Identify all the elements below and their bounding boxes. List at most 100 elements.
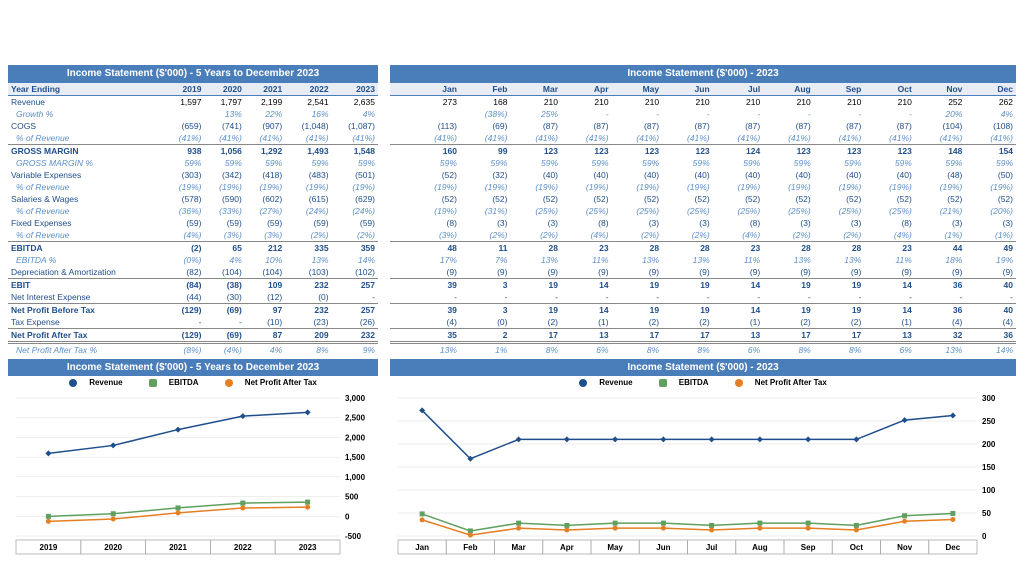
col-header: Apr [561,83,612,96]
table-row: GROSS MARGIN %59%59%59%59%59% [8,157,378,169]
col-header: 2021 [245,83,285,96]
svg-text:Jul: Jul [706,543,718,552]
table-row: % of Revenue(36%)(33%)(27%)(24%)(24%) [8,205,378,217]
table-row: 39319141919141919143640 [390,279,1016,292]
svg-text:2,500: 2,500 [345,414,366,423]
table-row: % of Revenue(4%)(3%)(3%)(2%)(2%) [8,229,378,242]
table-row: Fixed Expenses(59)(59)(59)(59)(59) [8,217,378,229]
svg-text:2023: 2023 [299,543,317,552]
table-row: % of Revenue(19%)(19%)(19%)(19%)(19%) [8,181,378,193]
table-row: EBIT(84)(38)109232257 [8,279,378,292]
svg-text:2019: 2019 [40,543,58,552]
col-header: 2020 [204,83,244,96]
right-panel: Income Statement ($'000) - 2023 JanFebMa… [390,65,1016,583]
svg-text:Aug: Aug [752,543,768,552]
col-header: Aug [763,83,814,96]
right-chart-legend: Revenue EBITDA Net Profit After Tax [390,376,1016,389]
legend-npt: Net Profit After Tax [245,378,317,387]
svg-text:Jan: Jan [415,543,429,552]
left-panel: Income Statement ($'000) - 5 Years to De… [8,65,378,583]
svg-text:Oct: Oct [850,543,864,552]
table-row: (19%)(19%)(19%)(19%)(19%)(19%)(19%)(19%)… [390,181,1016,193]
table-row: (3%)(2%)(2%)(4%)(2%)(2%)(4%)(2%)(2%)(4%)… [390,229,1016,242]
svg-text:-500: -500 [345,532,362,541]
col-header: Year Ending [8,83,164,96]
left-chart-legend: Revenue EBITDA Net Profit After Tax [8,376,378,389]
svg-text:2021: 2021 [169,543,187,552]
right-table: JanFebMarAprMayJunJulAugSepOctNovDec 273… [390,82,1016,356]
svg-text:1,500: 1,500 [345,453,366,462]
svg-text:3,000: 3,000 [345,394,366,403]
table-row: 39319141919141919143640 [390,304,1016,317]
svg-text:200: 200 [982,440,996,449]
col-header: May [612,83,663,96]
left-table: Year Ending20192020202120222023 Revenue1… [8,82,378,356]
svg-text:0: 0 [982,532,987,541]
col-header: Feb [460,83,511,96]
col-header: Dec [965,83,1016,96]
left-chart-title: Income Statement ($'000) - 5 Years to De… [8,359,378,376]
legend-revenue: Revenue [89,378,122,387]
table-row: 35217131717131717133236 [390,329,1016,343]
table-row: (52)(52)(52)(52)(52)(52)(52)(52)(52)(52)… [390,193,1016,205]
svg-text:150: 150 [982,463,996,472]
svg-text:50: 50 [982,509,991,518]
table-row: Growth %13%22%16%4% [8,108,378,120]
table-row: (38%)25%-------20%4% [390,108,1016,120]
col-header: Nov [915,83,966,96]
table-row: EBITDA %(0%)4%10%13%14% [8,254,378,266]
table-row: 13%1%8%6%8%8%6%8%8%6%13%14% [390,343,1016,357]
col-header: Jan [409,83,460,96]
right-chart: 050100150200250300JanFebMarAprMayJunJulA… [390,393,1016,583]
table-row: 273168210210210210210210210210252262 [390,96,1016,109]
svg-text:2022: 2022 [234,543,252,552]
table-row: (4)(0)(2)(1)(2)(2)(1)(2)(2)(1)(4)(4) [390,316,1016,329]
col-header: 2023 [332,83,378,96]
col-header [390,83,409,96]
svg-text:2020: 2020 [104,543,122,552]
table-row: Net Interest Expense(44)(30)(12)(0)- [8,291,378,304]
svg-text:250: 250 [982,417,996,426]
table-row: Salaries & Wages(578)(590)(602)(615)(629… [8,193,378,205]
table-row: 16099123123123123124123123123148154 [390,145,1016,158]
table-row: GROSS MARGIN9381,0561,2921,4931,548 [8,145,378,158]
table-row: (9)(9)(9)(9)(9)(9)(9)(9)(9)(9)(9)(9) [390,266,1016,279]
dashboard: Income Statement ($'000) - 5 Years to De… [8,65,1016,583]
svg-text:100: 100 [982,486,996,495]
table-row: EBITDA(2)65212335359 [8,242,378,255]
svg-text:0: 0 [345,512,350,521]
col-header: Jun [662,83,713,96]
col-header: Oct [864,83,915,96]
col-header: Mar [510,83,561,96]
svg-text:2,000: 2,000 [345,433,366,442]
table-row: (41%)(41%)(41%)(41%)(41%)(41%)(41%)(41%)… [390,132,1016,145]
col-header: Sep [814,83,865,96]
table-row: Net Profit Before Tax(129)(69)97232257 [8,304,378,317]
right-table-title: Income Statement ($'000) - 2023 [390,65,1016,82]
table-row: 481128232828232828234449 [390,242,1016,255]
table-row: (19%)(31%)(25%)(25%)(25%)(25%)(25%)(25%)… [390,205,1016,217]
table-row: Variable Expenses(303)(342)(418)(483)(50… [8,169,378,181]
left-chart: -500 0 500 1,000 1,500 2,000 2,500 3,000 2019 202… [8,393,378,583]
table-row: COGS(659)(741)(907)(1,048)(1,087) [8,120,378,132]
table-row: (8)(3)(3)(8)(3)(3)(8)(3)(3)(8)(3)(3) [390,217,1016,229]
table-row: Revenue1,5971,7972,1992,5412,635 [8,96,378,109]
table-row: Net Profit After Tax(129)(69)87209232 [8,329,378,343]
svg-text:1,000: 1,000 [345,473,366,482]
svg-text:500: 500 [345,493,359,502]
table-row: (113)(69)(87)(87)(87)(87)(87)(87)(87)(87… [390,120,1016,132]
svg-text:May: May [607,543,623,552]
svg-text:Jun: Jun [656,543,670,552]
table-row: Tax Expense--(10)(23)(26) [8,316,378,329]
table-row: ------------ [390,291,1016,304]
table-row: % of Revenue(41%)(41%)(41%)(41%)(41%) [8,132,378,145]
table-row: Depreciation & Amortization(82)(104)(104… [8,266,378,279]
svg-text:Dec: Dec [946,543,961,552]
svg-text:Nov: Nov [897,543,913,552]
legend-revenue-r: Revenue [599,378,632,387]
svg-text:Sep: Sep [801,543,816,552]
table-row: Net Profit After Tax %(8%)(4%)4%8%9% [8,343,378,357]
left-table-title: Income Statement ($'000) - 5 Years to De… [8,65,378,82]
col-header: Jul [713,83,764,96]
col-header: 2022 [285,83,331,96]
